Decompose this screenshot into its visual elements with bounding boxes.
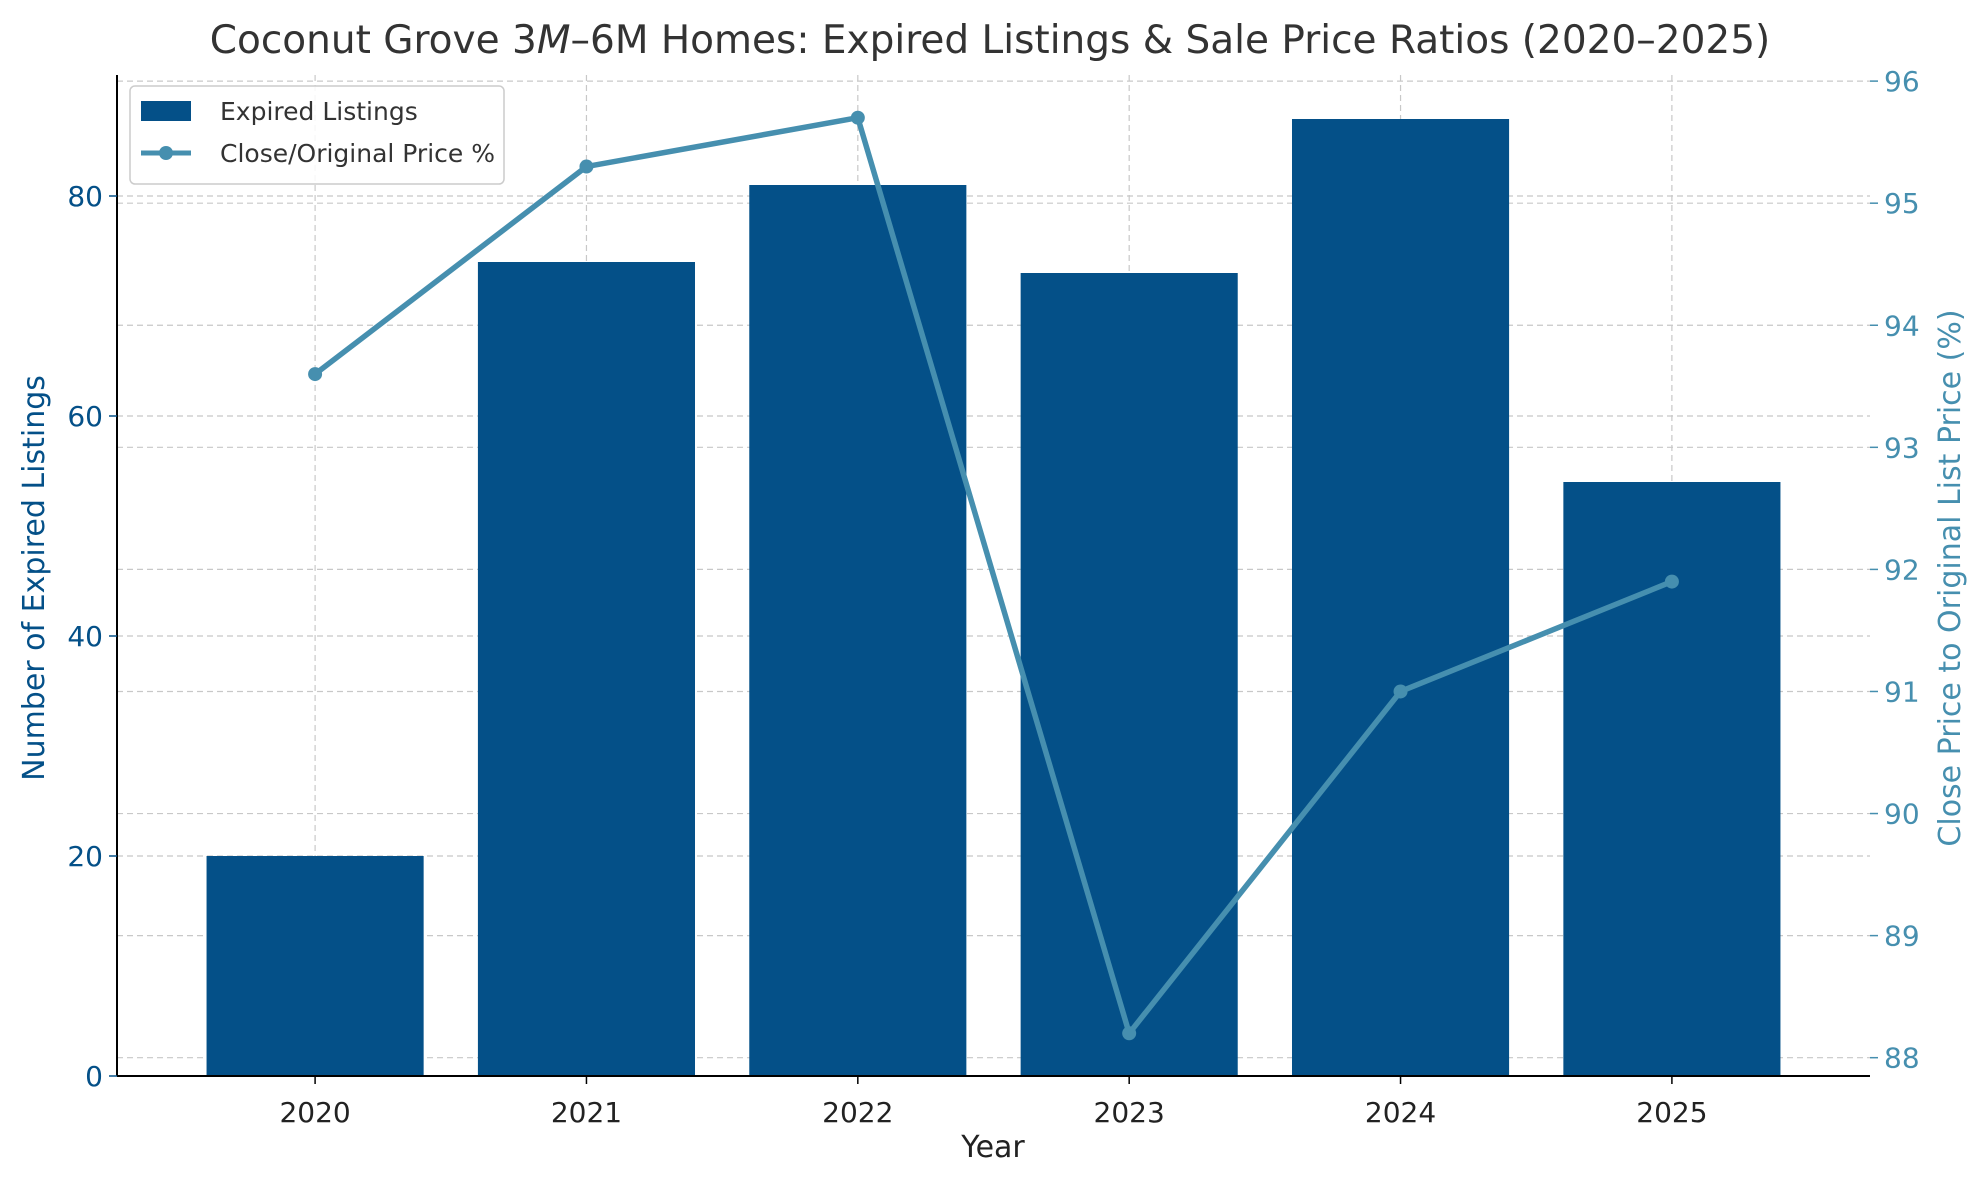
y-tick-label: 80 bbox=[67, 180, 103, 213]
legend-label-line: Close/Original Price % bbox=[220, 139, 495, 168]
line-point bbox=[308, 367, 323, 382]
bar bbox=[1563, 482, 1781, 1076]
y2-axis-label: Close Price to Original List Price (%) bbox=[1933, 309, 1968, 846]
y2-tick-label: 92 bbox=[1884, 553, 1920, 586]
y-axis-label: Number of Expired Listings bbox=[17, 375, 52, 781]
legend: Expired Listings Close/Original Price % bbox=[129, 85, 505, 185]
line-point bbox=[579, 159, 594, 174]
x-axis-label: Year bbox=[960, 1130, 1025, 1165]
y2-tick-label: 91 bbox=[1884, 675, 1920, 708]
y-tick-label: 20 bbox=[67, 840, 103, 873]
bar-series bbox=[206, 119, 1781, 1076]
tick-labels: 2020 2021 2022 2023 2024 2025 0 20 40 60 80 88 89 90 9… bbox=[67, 65, 1919, 1129]
bar bbox=[477, 262, 696, 1076]
y-tick-label: 60 bbox=[67, 400, 103, 433]
y2-tick-label: 88 bbox=[1884, 1042, 1920, 1075]
bar bbox=[749, 185, 967, 1076]
line-point bbox=[1664, 574, 1679, 589]
x-tick-label: 2024 bbox=[1365, 1096, 1436, 1129]
line-path bbox=[313, 114, 1673, 1037]
y2-tick-label: 94 bbox=[1884, 309, 1920, 342]
legend-swatch-bars bbox=[141, 101, 191, 121]
bar bbox=[1020, 273, 1238, 1076]
x-tick-label: 2022 bbox=[822, 1096, 893, 1129]
y-tick-label: 0 bbox=[85, 1060, 103, 1093]
x-tick-label: 2021 bbox=[551, 1096, 622, 1129]
x-tick-label: 2023 bbox=[1094, 1096, 1165, 1129]
chart-title: Coconut Grove 3M–6M Homes: Expired Listi… bbox=[210, 18, 1770, 63]
y2-tick-label: 90 bbox=[1884, 798, 1920, 831]
line-point bbox=[1122, 1026, 1137, 1041]
legend-label-bars: Expired Listings bbox=[220, 97, 418, 126]
y2-tick-label: 95 bbox=[1884, 187, 1920, 220]
y2-tick-label: 96 bbox=[1884, 65, 1920, 98]
x-tick-label: 2020 bbox=[279, 1096, 350, 1129]
bar bbox=[206, 856, 424, 1076]
bar bbox=[1291, 119, 1510, 1076]
y-tick-label: 40 bbox=[67, 620, 103, 653]
line-point bbox=[850, 110, 865, 125]
y2-tick-label: 89 bbox=[1884, 920, 1920, 953]
line-point bbox=[1393, 684, 1408, 699]
x-tick-label: 2025 bbox=[1636, 1096, 1707, 1129]
line-series bbox=[308, 110, 1679, 1041]
legend-frame bbox=[129, 85, 505, 185]
axes bbox=[109, 75, 1878, 1084]
y2-tick-label: 93 bbox=[1884, 431, 1920, 464]
legend-marker-line bbox=[159, 146, 173, 160]
